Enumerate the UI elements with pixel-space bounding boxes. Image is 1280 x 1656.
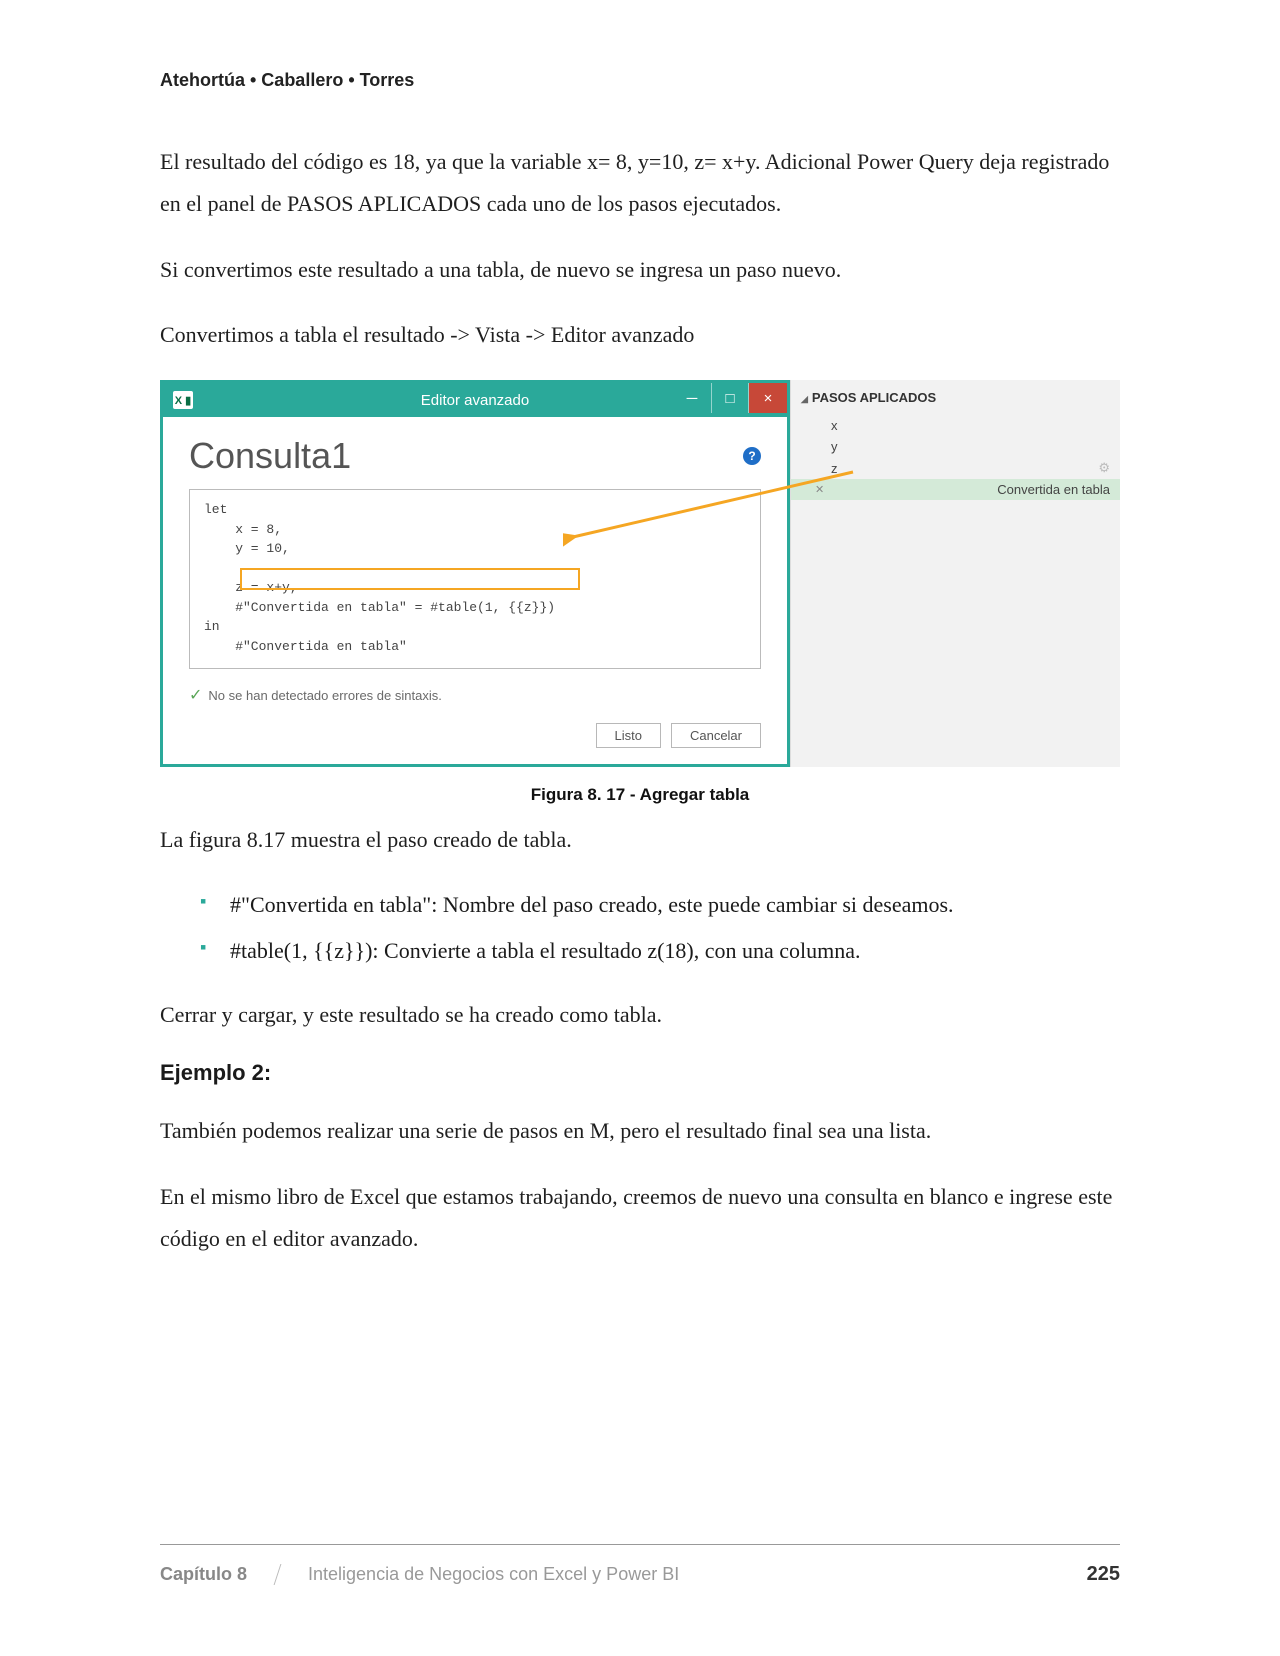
page-number: 225 <box>1087 1563 1120 1586</box>
query-name: Consulta1 <box>189 435 351 477</box>
chapter-label: Capítulo 8 <box>157 1564 282 1585</box>
paragraph-3: Convertimos a tabla el resultado -> Vist… <box>160 314 1120 356</box>
paragraph-5: Cerrar y cargar, y este resultado se ha … <box>160 994 1120 1036</box>
bullet-1: #"Convertida en tabla": Nombre del paso … <box>200 885 1120 925</box>
check-icon: ✓ <box>189 685 202 705</box>
example-2-header: Ejemplo 2: <box>160 1060 1120 1086</box>
close-button[interactable]: × <box>749 383 787 413</box>
paragraph-7: En el mismo libro de Excel que estamos t… <box>160 1176 1120 1260</box>
window-controls: ─ □ × <box>673 383 787 413</box>
code-editor[interactable]: let x = 8, y = 10, z = x+y, #"Convertida… <box>189 489 761 669</box>
authors-header: Atehortúa • Caballero • Torres <box>160 70 1120 91</box>
paragraph-6: También podemos realizar una serie de pa… <box>160 1110 1120 1152</box>
advanced-editor-window: X ▮ Editor avanzado ─ □ × Consulta1 ? le… <box>160 380 790 767</box>
syntax-status: ✓ No se han detectado errores de sintaxi… <box>189 685 761 705</box>
syntax-message: No se han detectado errores de sintaxis. <box>208 688 441 703</box>
maximize-button[interactable]: □ <box>711 383 749 413</box>
help-icon[interactable]: ? <box>743 447 761 465</box>
step-item-z[interactable]: z⚙ <box>791 457 1120 479</box>
page-footer: Capítulo 8 Inteligencia de Negocios con … <box>160 1544 1120 1586</box>
paragraph-1: El resultado del código es 18, ya que la… <box>160 141 1120 225</box>
step-item-convertida[interactable]: Convertida en tabla <box>791 479 1120 500</box>
excel-icon: X ▮ <box>173 391 193 409</box>
bullet-2: #table(1, {{z}}): Convierte a tabla el r… <box>200 931 1120 971</box>
window-title: Editor avanzado <box>421 392 529 409</box>
bullet-list: #"Convertida en tabla": Nombre del paso … <box>160 885 1120 970</box>
figure-caption: Figura 8. 17 - Agregar tabla <box>160 785 1120 805</box>
book-title: Inteligencia de Negocios con Excel y Pow… <box>278 1564 1087 1585</box>
code-content: let x = 8, y = 10, z = x+y, #"Convertida… <box>204 502 555 654</box>
editor-body: Consulta1 ? let x = 8, y = 10, z = x+y, … <box>163 417 787 764</box>
done-button[interactable]: Listo <box>596 723 661 748</box>
figure-container: X ▮ Editor avanzado ─ □ × Consulta1 ? le… <box>160 380 1120 767</box>
gear-icon[interactable]: ⚙ <box>1098 460 1110 476</box>
editor-titlebar: X ▮ Editor avanzado ─ □ × <box>163 383 787 417</box>
paragraph-4: La figura 8.17 muestra el paso creado de… <box>160 819 1120 861</box>
minimize-button[interactable]: ─ <box>673 383 711 413</box>
cancel-button[interactable]: Cancelar <box>671 723 761 748</box>
step-item-y[interactable]: y <box>791 436 1120 457</box>
step-item-x[interactable]: x <box>791 415 1120 436</box>
steps-panel-title: PASOS APLICADOS <box>791 386 1120 415</box>
paragraph-2: Si convertimos este resultado a una tabl… <box>160 249 1120 291</box>
applied-steps-panel: PASOS APLICADOS x y z⚙ Convertida en tab… <box>790 380 1120 767</box>
